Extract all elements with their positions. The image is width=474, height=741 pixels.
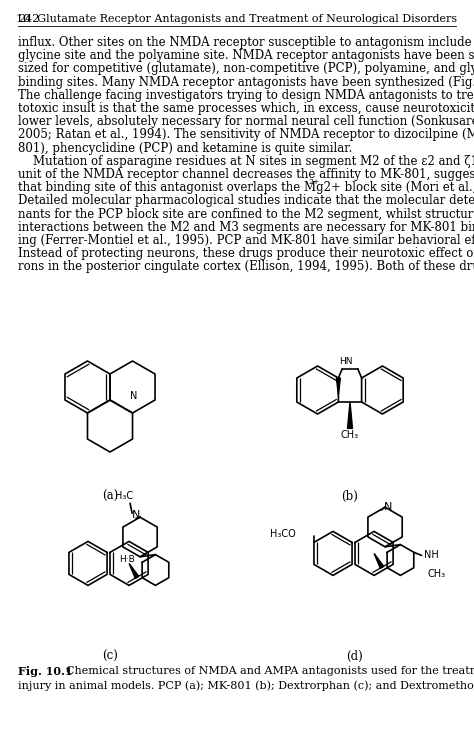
Text: that binding site of this antagonist overlaps the Mg2+ block site (Mori et al., : that binding site of this antagonist ove… xyxy=(18,182,474,194)
Text: 801), phencyclidine (PCP) and ketamine is quite similar.: 801), phencyclidine (PCP) and ketamine i… xyxy=(18,142,352,155)
Text: 242: 242 xyxy=(18,14,39,24)
Polygon shape xyxy=(337,378,340,395)
Text: H₃CO: H₃CO xyxy=(270,529,296,539)
Text: Chemical structures of NMDA and AMPA antagonists used for the treatment of ische: Chemical structures of NMDA and AMPA ant… xyxy=(59,666,474,676)
Text: HN: HN xyxy=(339,357,353,366)
Text: totoxic insult is that the same processes which, in excess, cause neurotoxicity : totoxic insult is that the same processe… xyxy=(18,102,474,115)
Text: lower levels, absolutely necessary for normal neural cell function (Sonkusare et: lower levels, absolutely necessary for n… xyxy=(18,115,474,128)
Text: interactions between the M2 and M3 segments are necessary for MK-801 bind-: interactions between the M2 and M3 segme… xyxy=(18,221,474,234)
Text: CH₃: CH₃ xyxy=(341,431,359,440)
Text: ing (Ferrer-Montiel et al., 1995). PCP and MK-801 have similar behavioral effect: ing (Ferrer-Montiel et al., 1995). PCP a… xyxy=(18,234,474,247)
Text: 2+: 2+ xyxy=(308,178,319,186)
Text: nants for the PCP block site are confined to the M2 segment, whilst structural: nants for the PCP block site are confine… xyxy=(18,207,474,221)
Text: sized for competitive (glutamate), non-competitive (PCP), polyamine, and glycine: sized for competitive (glutamate), non-c… xyxy=(18,62,474,76)
Text: (a): (a) xyxy=(102,490,118,503)
Text: CH₃: CH₃ xyxy=(428,569,446,579)
Text: unit of the NMDA receptor channel decreases the affinity to MK-801, suggesting: unit of the NMDA receptor channel decrea… xyxy=(18,168,474,181)
Text: injury in animal models. PCP (a); MK-801 (b); Dextrorphan (c); and Dextromethorp: injury in animal models. PCP (a); MK-801… xyxy=(18,680,474,691)
Text: binding sites. Many NMDA receptor antagonists have been synthesized (Fig. 10.1).: binding sites. Many NMDA receptor antago… xyxy=(18,76,474,89)
Text: (b): (b) xyxy=(342,490,358,503)
Text: Instead of protecting neurons, these drugs produce their neurotoxic effect on ne: Instead of protecting neurons, these dru… xyxy=(18,247,474,260)
Text: 2005; Ratan et al., 1994). The sensitivity of NMDA receptor to dizocilpine (MK-: 2005; Ratan et al., 1994). The sensitivi… xyxy=(18,128,474,142)
Text: H₃C: H₃C xyxy=(115,491,133,501)
Text: glycine site and the polyamine site. NMDA receptor antagonists have been synthe-: glycine site and the polyamine site. NMD… xyxy=(18,49,474,62)
Text: N: N xyxy=(132,511,140,520)
Text: (c): (c) xyxy=(102,650,118,663)
Polygon shape xyxy=(374,554,384,568)
Text: Fig. 10.1: Fig. 10.1 xyxy=(18,666,73,677)
Text: N: N xyxy=(384,502,392,512)
Text: 10  Glutamate Receptor Antagonists and Treatment of Neurological Disorders: 10 Glutamate Receptor Antagonists and Tr… xyxy=(17,14,457,24)
Text: The challenge facing investigators trying to design NMDA antagonists to treat ex: The challenge facing investigators tryin… xyxy=(18,89,474,102)
Text: H·B: H·B xyxy=(119,555,135,564)
Text: influx. Other sites on the NMDA receptor susceptible to antagonism include the: influx. Other sites on the NMDA receptor… xyxy=(18,36,474,49)
Text: N: N xyxy=(130,391,137,401)
Text: (d): (d) xyxy=(346,650,364,663)
Polygon shape xyxy=(347,402,353,428)
Text: Mutation of asparagine residues at N sites in segment M2 of the ε2 and ζ1 sub-: Mutation of asparagine residues at N sit… xyxy=(18,155,474,167)
Polygon shape xyxy=(129,563,139,579)
Text: rons in the posterior cingulate cortex (Ellison, 1994, 1995). Both of these drug: rons in the posterior cingulate cortex (… xyxy=(18,260,474,273)
Text: Detailed molecular pharmacological studies indicate that the molecular determi-: Detailed molecular pharmacological studi… xyxy=(18,194,474,207)
Text: NH: NH xyxy=(424,551,438,560)
